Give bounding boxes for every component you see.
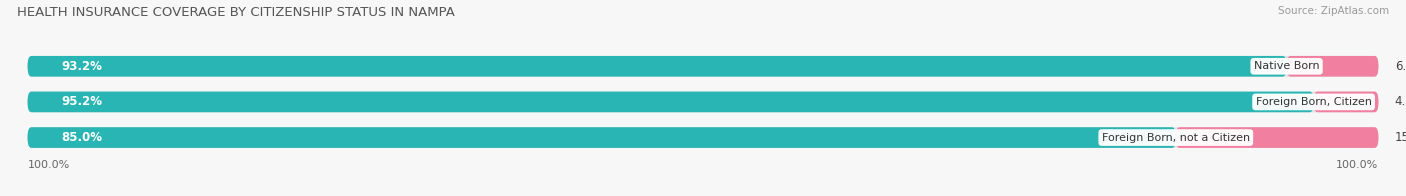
Text: Foreign Born, not a Citizen: Foreign Born, not a Citizen: [1102, 132, 1250, 142]
FancyBboxPatch shape: [1175, 127, 1378, 148]
FancyBboxPatch shape: [28, 56, 1286, 77]
Text: Source: ZipAtlas.com: Source: ZipAtlas.com: [1278, 6, 1389, 16]
Text: HEALTH INSURANCE COVERAGE BY CITIZENSHIP STATUS IN NAMPA: HEALTH INSURANCE COVERAGE BY CITIZENSHIP…: [17, 6, 454, 19]
FancyBboxPatch shape: [28, 92, 1313, 112]
Text: 85.0%: 85.0%: [62, 131, 103, 144]
FancyBboxPatch shape: [1286, 56, 1378, 77]
Text: 100.0%: 100.0%: [1336, 160, 1378, 170]
Text: Foreign Born, Citizen: Foreign Born, Citizen: [1256, 97, 1372, 107]
Text: 100.0%: 100.0%: [28, 160, 70, 170]
FancyBboxPatch shape: [28, 127, 1175, 148]
FancyBboxPatch shape: [28, 92, 1378, 112]
FancyBboxPatch shape: [1313, 92, 1378, 112]
Text: Native Born: Native Born: [1254, 61, 1319, 71]
Text: 93.2%: 93.2%: [62, 60, 103, 73]
Text: 15.0%: 15.0%: [1395, 131, 1406, 144]
Text: 95.2%: 95.2%: [62, 95, 103, 108]
FancyBboxPatch shape: [28, 56, 1378, 77]
Text: 6.8%: 6.8%: [1395, 60, 1406, 73]
Text: 4.8%: 4.8%: [1395, 95, 1406, 108]
FancyBboxPatch shape: [28, 127, 1378, 148]
